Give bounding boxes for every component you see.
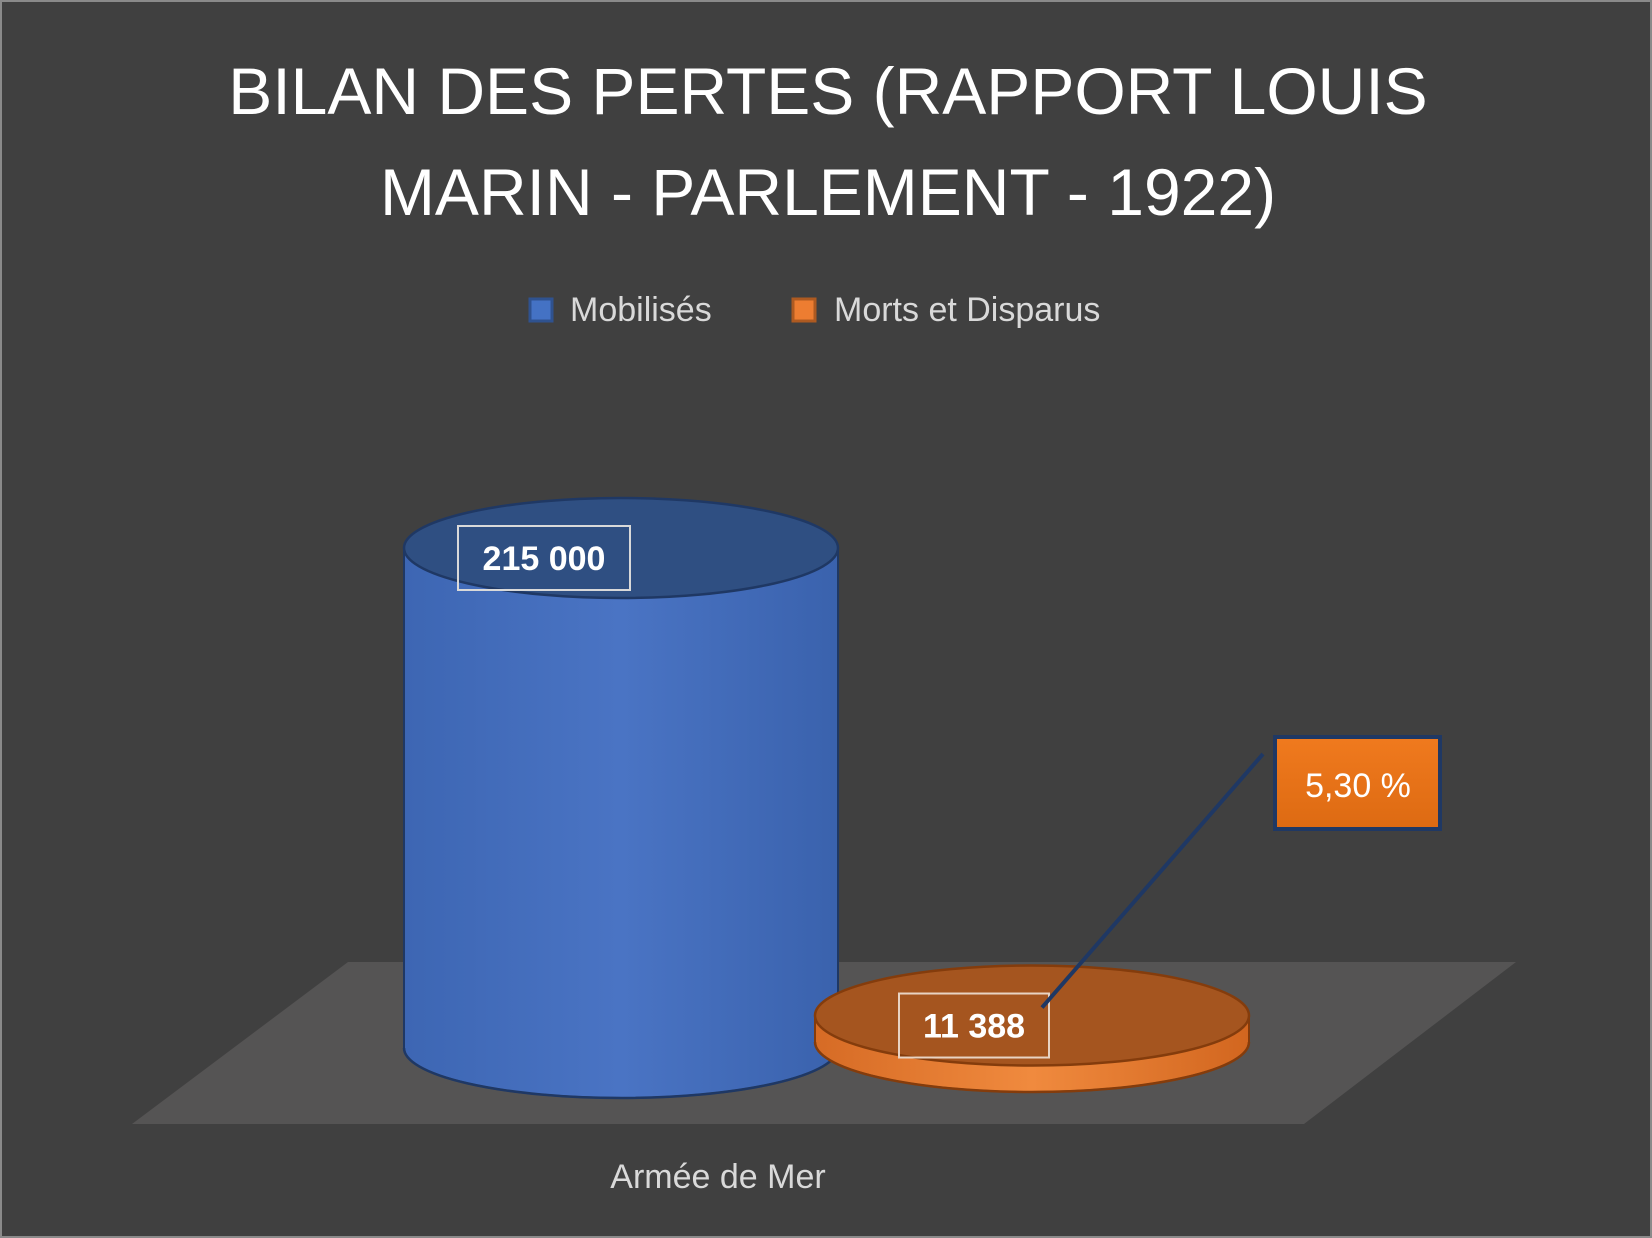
legend-swatch-morts [791,297,817,323]
chart-title-line-1: BILAN DES PERTES (RAPPORT LOUIS [228,54,1427,128]
data-label-morts-text: 11 388 [923,1008,1025,1046]
x-category-label: Armée de Mer [610,1158,825,1196]
legend-label-mobilises: Mobilisés [570,291,712,329]
data-label-morts-box [898,992,1050,1059]
data-label-mobilises-box [457,525,631,591]
bar-mobilises [402,496,840,1100]
callout-percentage: 5,30 % [1040,735,1442,1009]
callout-leader-line [1040,752,1265,1009]
legend-label-morts: Morts et Disparus [834,291,1100,329]
legend: Mobilisés Morts et Disparus [528,291,1100,329]
bar-mobilises-top [402,496,840,600]
chart-title-line-2: MARIN - PARLEMENT - 1922) [380,155,1276,229]
bar-mobilises-bottom-edge [402,1047,840,1100]
bar-mobilises-body [404,548,838,1048]
data-label-mobilises: 215 000 [457,525,631,591]
bar-morts-top [813,964,1251,1067]
data-label-morts: 11 388 [898,992,1050,1059]
bar-morts-bottom-edge [813,1041,1251,1094]
legend-swatch-mobilises [528,297,554,323]
plot-area: 215 000 11 388 5,30 % [402,496,1442,1100]
callout-box [1273,735,1442,831]
callout-text: 5,30 % [1305,767,1411,805]
bar-morts [813,964,1251,1094]
data-label-mobilises-text: 215 000 [483,540,606,578]
